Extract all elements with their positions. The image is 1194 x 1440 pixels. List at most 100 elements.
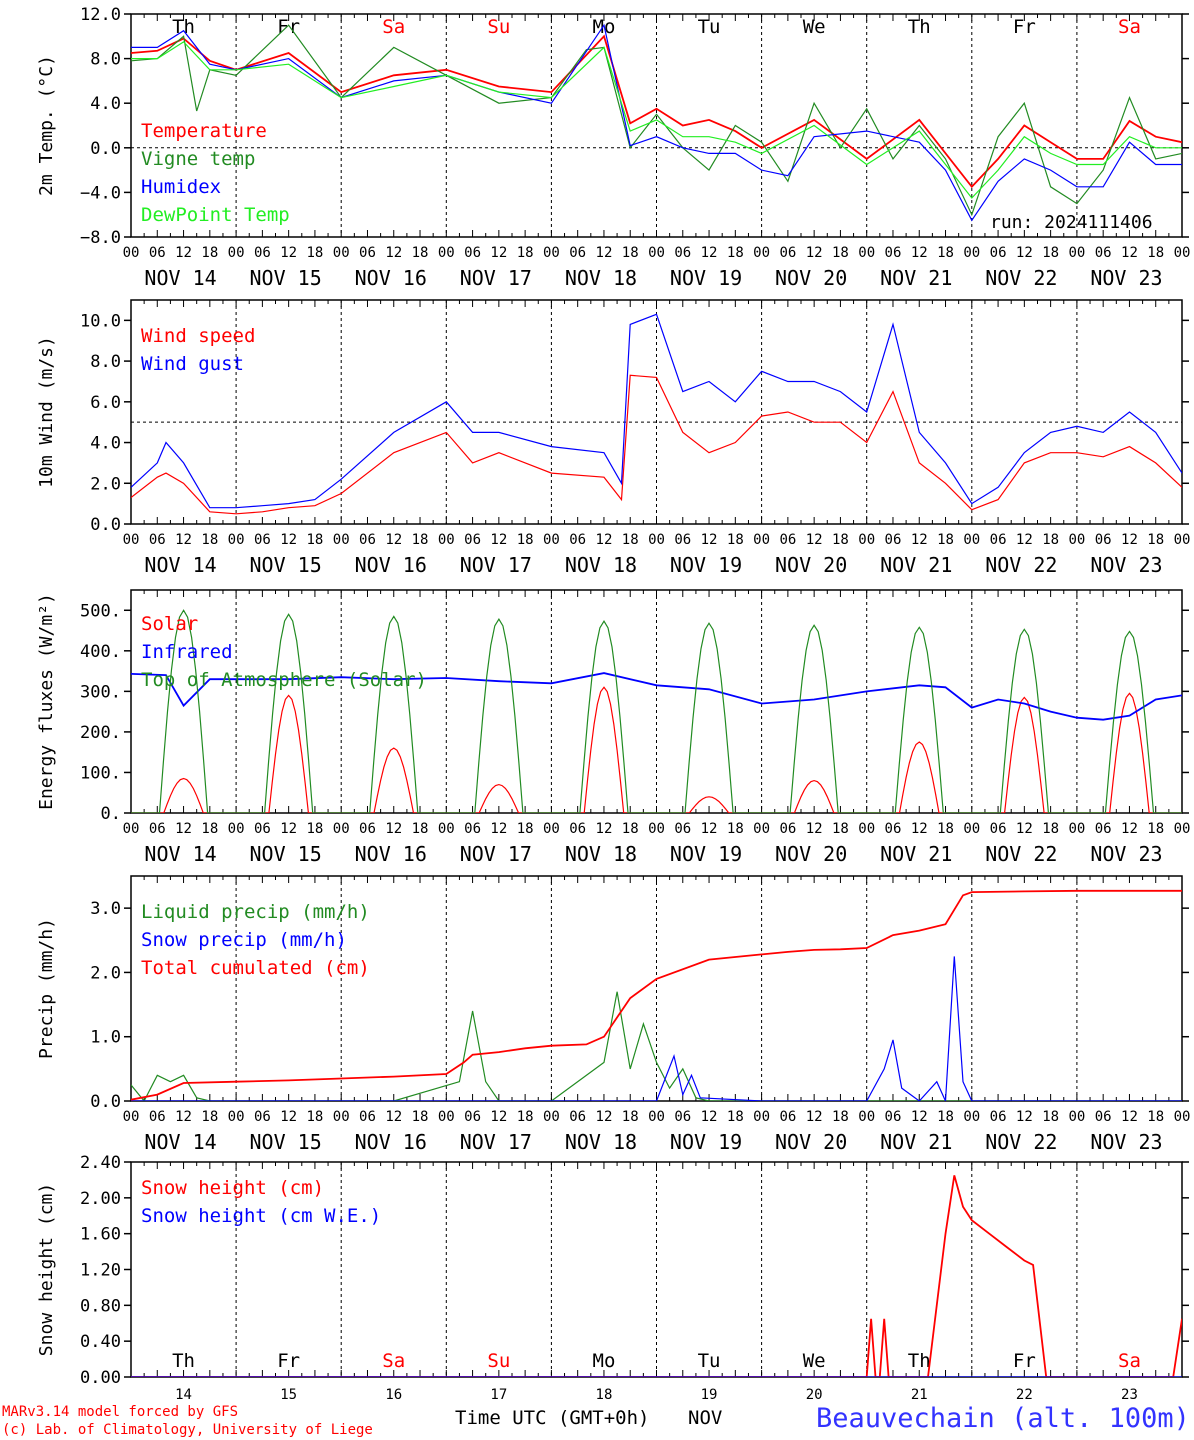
hour-tick-label: 00 [123,821,140,837]
hour-tick-label: 18 [937,245,954,261]
y-tick-label: 12.0 [80,5,121,25]
series-line-0 [131,1175,1182,1377]
day-number-label: 17 [490,1387,507,1403]
hour-tick-label: 06 [674,245,691,261]
y-tick-label: 0.80 [80,1296,121,1316]
date-label: NOV 22 [985,1130,1057,1154]
hour-tick-label: 00 [753,245,770,261]
plot-frame [130,589,1183,814]
weekday-label: Fr [277,1350,300,1372]
y-axis-label: 2m Temp. (°C) [36,55,57,196]
hour-tick-label: 06 [464,245,481,261]
hour-tick-label: 00 [753,821,770,837]
date-label: NOV 23 [1090,266,1162,290]
hour-tick-label: 00 [1068,532,1085,548]
hour-tick-label: 12 [490,821,507,837]
hour-tick-label: 00 [963,532,980,548]
day-number-label: 20 [806,1387,823,1403]
hour-tick-label: 00 [333,532,350,548]
weekday-label: Th [172,1350,195,1372]
series-line-0 [131,686,1182,813]
hour-tick-label: 12 [701,1109,718,1125]
day-number-label: 16 [385,1387,402,1403]
hour-tick-label: 06 [779,821,796,837]
date-label: NOV 14 [144,1130,216,1154]
hour-tick-label: 18 [1147,245,1164,261]
hour-tick-label: 18 [412,1109,429,1125]
weekday-label: We [803,1350,826,1372]
y-axis-label: 10m Wind (m/s) [36,336,57,488]
hour-tick-label: 18 [832,1109,849,1125]
y-tick-label: 0.40 [80,1332,121,1352]
hour-tick-label: 18 [1042,1109,1059,1125]
x-axis-title: Time UTC (GMT+0h) [455,1407,649,1429]
y-tick-label: 2.40 [80,1153,121,1173]
series-group [131,1175,1182,1377]
hour-tick-label: 06 [885,532,902,548]
hour-tick-label: 00 [543,532,560,548]
legend-entry: Liquid precip (mm/h) [141,901,370,923]
hour-tick-label: 12 [911,245,928,261]
hour-tick-label: 06 [149,1109,166,1125]
legend-entry: Vigne temp [141,148,255,170]
hour-tick-label: 12 [1121,821,1138,837]
hour-tick-label: 00 [858,245,875,261]
hour-tick-label: 06 [254,821,271,837]
hour-tick-label: 12 [806,821,823,837]
hour-tick-label: 12 [490,1109,507,1125]
series-line-0 [131,991,1182,1101]
date-label: NOV 23 [1090,842,1162,866]
date-label: NOV 19 [670,553,742,577]
hour-tick-label: 00 [543,245,560,261]
hour-tick-label: 06 [674,532,691,548]
weekday-label: Sa [1118,1350,1141,1372]
hour-tick-label: 00 [1174,1109,1191,1125]
hour-tick-label: 12 [280,821,297,837]
hour-tick-label: 18 [517,821,534,837]
y-tick-label: 3.0 [90,899,121,919]
chart-panel-3: 500. 400. 300. 200. 100. 0. Energy fluxes (W/m… [36,589,1190,866]
weekday-label: Fr [1013,16,1036,38]
hour-tick-label: 00 [123,1109,140,1125]
hour-tick-label: 00 [963,1109,980,1125]
hour-tick-label: 00 [963,821,980,837]
y-axis-label: Snow height (cm) [36,1183,57,1356]
hour-tick-label: 00 [228,532,245,548]
date-label: NOV 15 [250,266,322,290]
hour-tick-label: 06 [1095,1109,1112,1125]
date-label: NOV 20 [775,266,847,290]
date-label: NOV 16 [355,266,427,290]
date-label: NOV 20 [775,553,847,577]
hour-tick-label: 12 [1016,532,1033,548]
hour-tick-label: 06 [464,532,481,548]
hour-tick-label: 12 [175,532,192,548]
weekday-label: Th [908,1350,931,1372]
legend-entry: Top of Atmosphere (Solar) [141,669,427,691]
hour-tick-label: 12 [596,532,613,548]
chart-panel-1: 12.0 8.0 4.0 0.0 −4.0 −8.0 2m Temp. (°C) 00 06 12… [36,5,1190,290]
hour-tick-label: 06 [359,245,376,261]
date-label: NOV 21 [880,1130,952,1154]
hour-tick-label: 18 [622,1109,639,1125]
weekday-label: Fr [1013,1350,1036,1372]
series-line-2 [131,23,1182,222]
hour-tick-label: 00 [228,1109,245,1125]
series-line-2 [131,609,1182,813]
hour-tick-label: 00 [228,821,245,837]
hour-tick-label: 12 [911,821,928,837]
hour-tick-label: 06 [674,821,691,837]
date-label: NOV 19 [670,842,742,866]
date-label: NOV 18 [565,1130,637,1154]
hour-tick-label: 00 [438,1109,455,1125]
hour-tick-label: 18 [412,532,429,548]
hour-tick-label: 06 [359,532,376,548]
date-label: NOV 22 [985,553,1057,577]
weekday-label: Mo [593,1350,616,1372]
series-line-1 [131,672,1182,721]
hour-tick-label: 12 [596,1109,613,1125]
hour-tick-label: 06 [885,245,902,261]
hour-tick-label: 06 [569,245,586,261]
hour-tick-label: 00 [1068,245,1085,261]
hour-tick-label: 18 [1147,1109,1164,1125]
